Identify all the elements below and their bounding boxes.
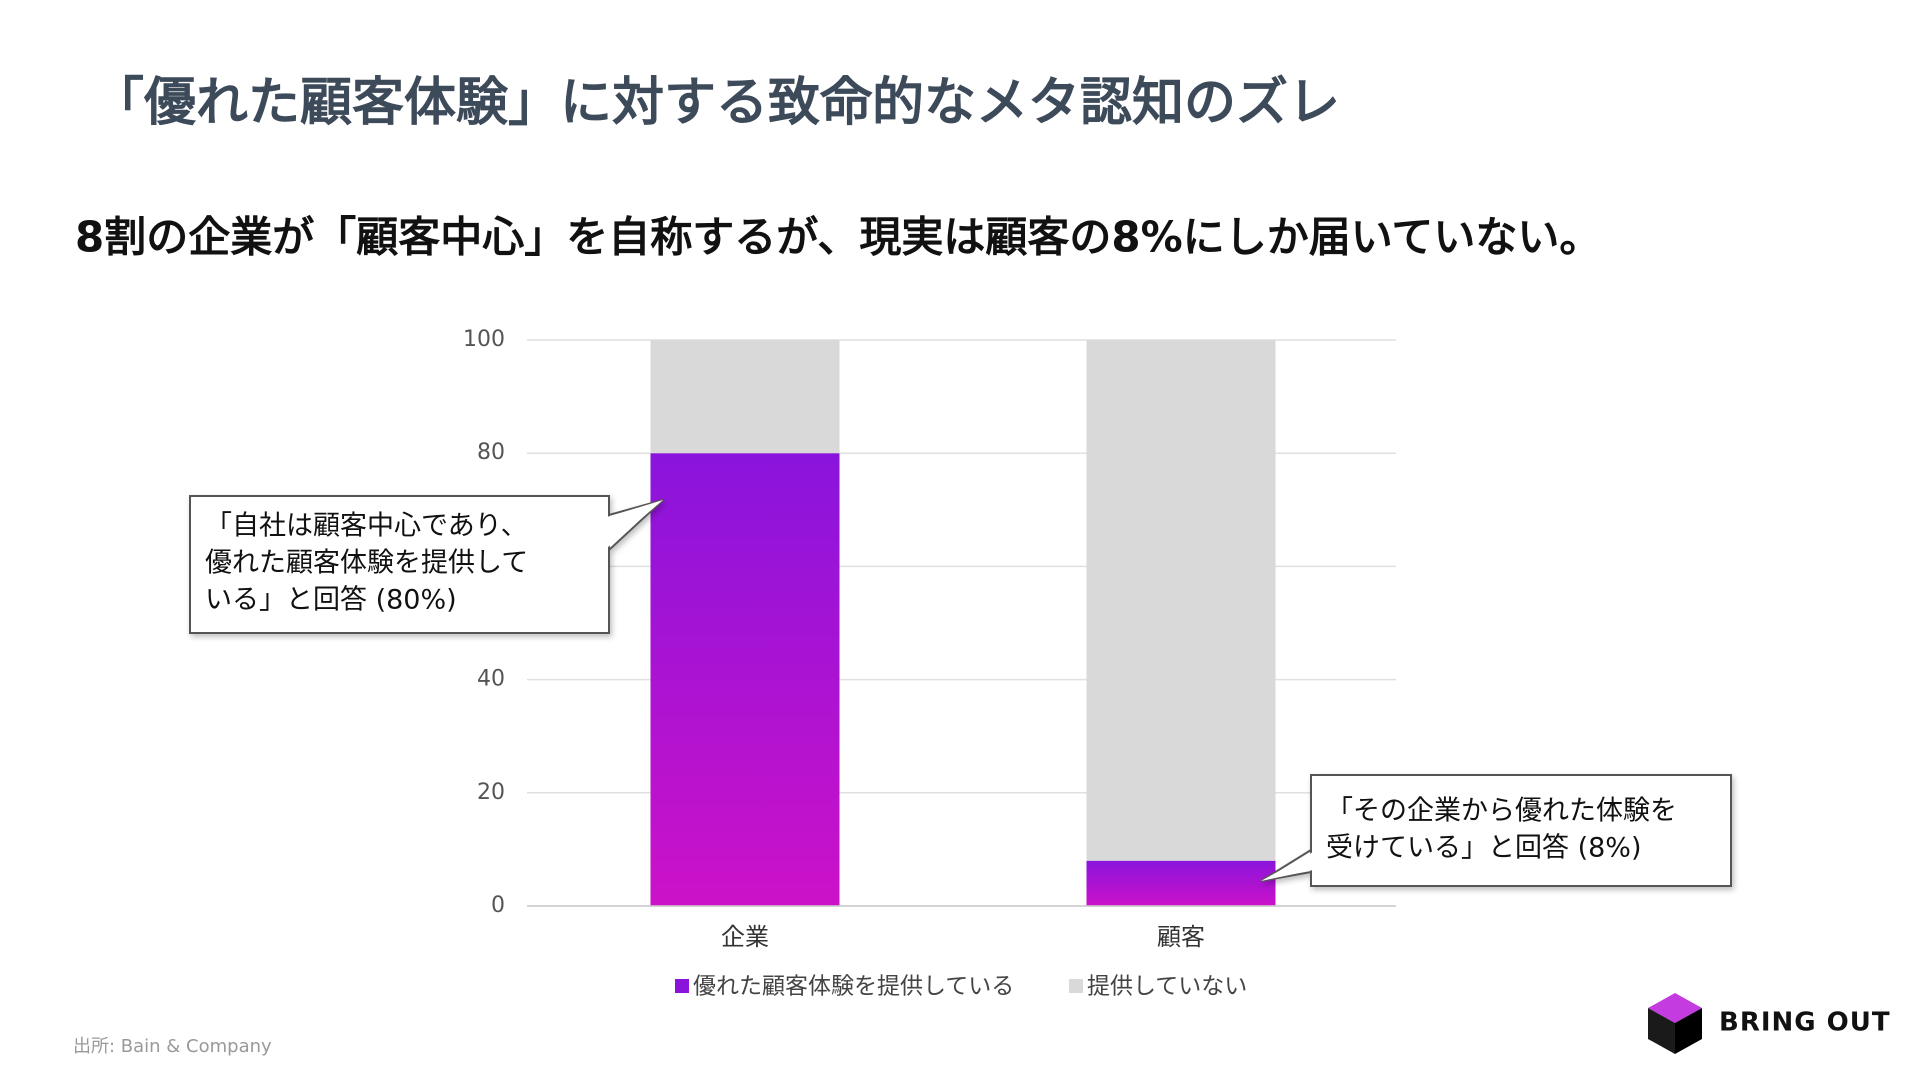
callout-text: いる」と回答 (80%) <box>205 585 457 616</box>
brand-logo <box>1648 993 1702 1054</box>
brand-name: BRING OUT <box>1719 1008 1891 1038</box>
bar-segment <box>650 453 840 906</box>
callout-joint <box>1261 852 1313 881</box>
callout-text: 受けている」と回答 (8%) <box>1326 833 1641 864</box>
source: 出所: Bain & Company <box>73 1036 272 1057</box>
callout-text: 優れた顧客体験を提供して <box>205 548 528 579</box>
x-tick-label: 企業 <box>721 923 769 951</box>
x-tick-label: 顧客 <box>1157 923 1205 951</box>
subtitle: 8割の企業が「顧客中心」を自称するが、現実は顧客の8%にしか届いていない。 <box>75 213 1601 262</box>
bar-segment <box>1086 340 1276 861</box>
y-tick-label: 0 <box>491 893 505 918</box>
y-tick-label: 100 <box>463 327 505 352</box>
legend-swatch <box>1069 979 1083 993</box>
legend-label: 優れた顧客体験を提供している <box>693 974 1014 1000</box>
bar-segment <box>1086 860 1276 906</box>
y-tick-label: 40 <box>477 667 505 692</box>
title: 「優れた顧客体験」に対する致命的なメタ認知のズレ <box>92 73 1340 133</box>
callout-box <box>189 495 610 634</box>
legend-swatch <box>675 979 689 993</box>
plot: 020406080100企業顧客優れた顧客体験を提供している提供していない「自社… <box>189 327 1732 1000</box>
y-tick-label: 80 <box>477 440 505 465</box>
y-tick-label: 20 <box>477 780 505 805</box>
callout-box <box>1310 774 1732 887</box>
callout <box>189 495 664 634</box>
callout-text: 「自社は顧客中心であり、 <box>205 511 528 542</box>
callout <box>1260 774 1732 887</box>
legend-label: 提供していない <box>1087 974 1247 1000</box>
bar-segment <box>650 340 840 454</box>
callout-text: 「その企業から優れた体験を <box>1326 796 1677 827</box>
callout-joint <box>607 500 663 548</box>
